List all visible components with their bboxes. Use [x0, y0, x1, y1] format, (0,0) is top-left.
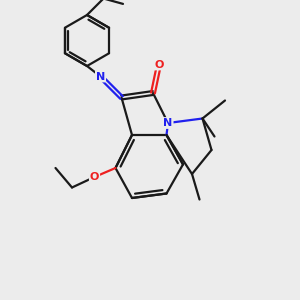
Text: N: N: [96, 71, 105, 82]
Text: O: O: [154, 59, 164, 70]
Text: O: O: [90, 172, 99, 182]
Text: N: N: [164, 118, 172, 128]
